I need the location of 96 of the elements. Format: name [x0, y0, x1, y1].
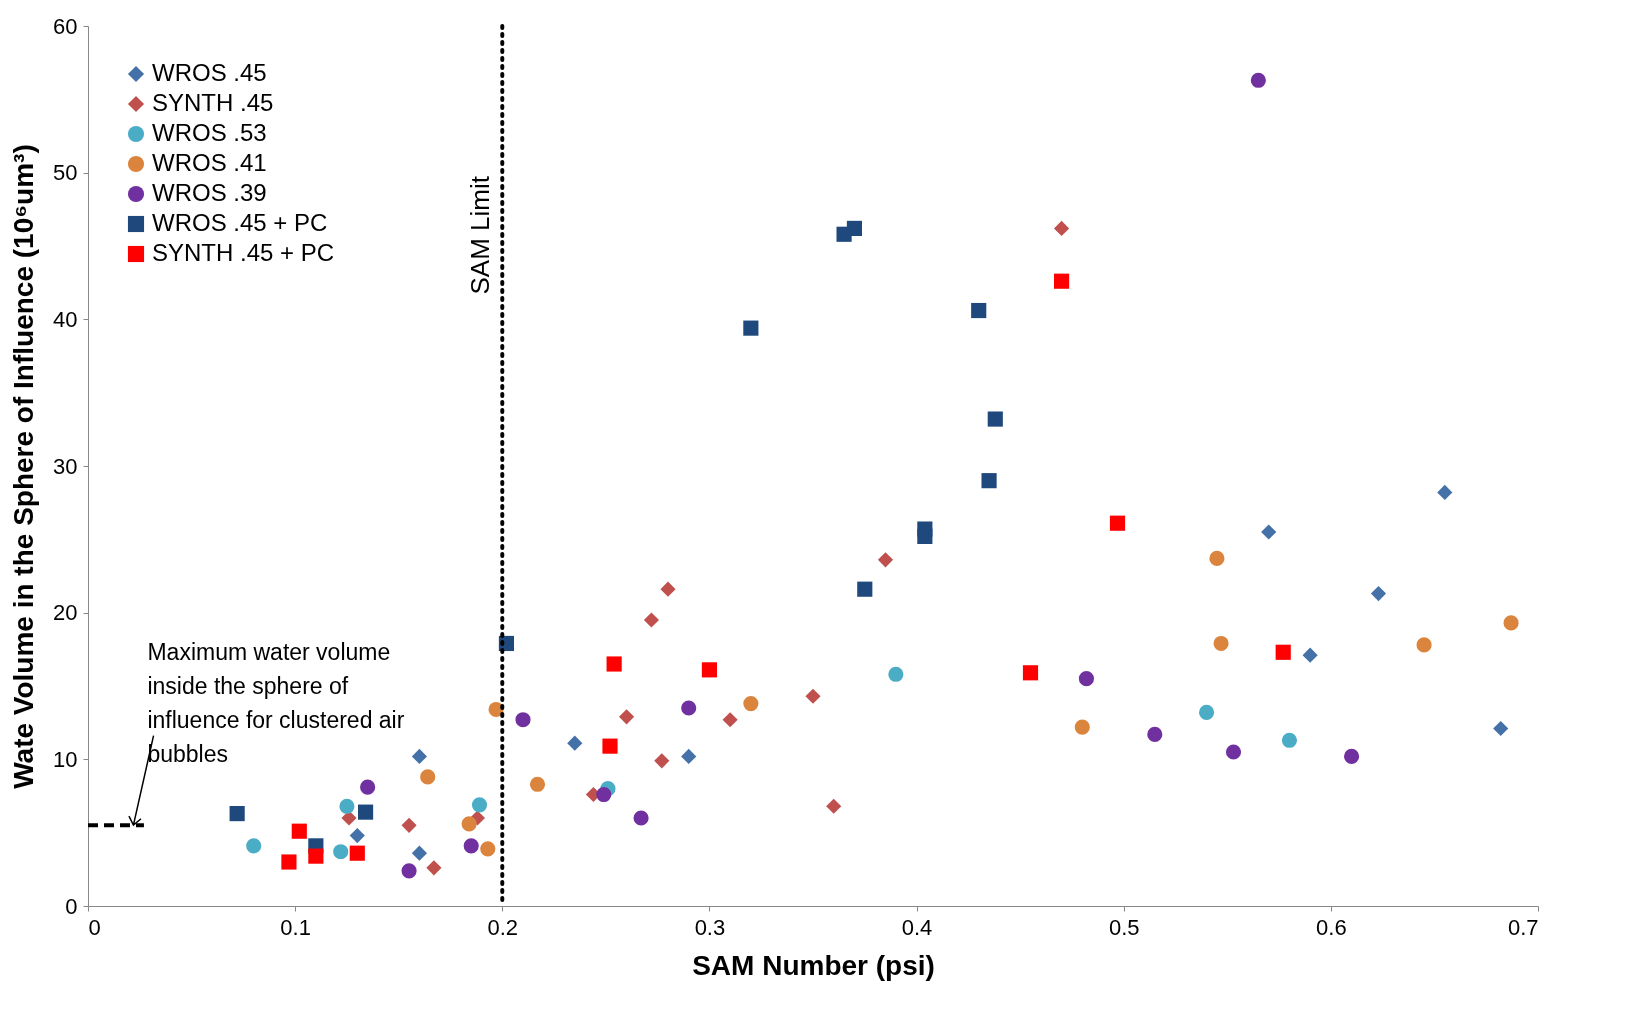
point [411, 845, 428, 861]
y-axis-title: Wate Volume in the Sphere of Influence (10⁶um³) [8, 144, 40, 789]
point [1147, 726, 1163, 742]
point [461, 816, 477, 832]
point [401, 863, 417, 879]
point [1416, 637, 1432, 653]
point [660, 581, 676, 597]
point [606, 656, 622, 672]
x-axis-title: SAM Number (psi) [692, 949, 935, 981]
point [357, 804, 374, 820]
point [1109, 515, 1126, 531]
point [291, 823, 307, 839]
point [1493, 720, 1509, 737]
point [722, 712, 738, 728]
point [333, 844, 349, 860]
point [1302, 647, 1318, 663]
x-tick-label: 0.6 [1316, 914, 1347, 940]
point [971, 302, 987, 319]
point [229, 806, 245, 822]
point [888, 666, 904, 682]
point [281, 854, 297, 870]
point [846, 220, 863, 236]
legend-label: SYNTH .45 + PC [152, 239, 335, 266]
point [1275, 644, 1291, 660]
point [633, 810, 649, 826]
point [1209, 550, 1225, 566]
point [1261, 524, 1277, 540]
point [805, 688, 821, 704]
point [596, 786, 612, 803]
point [1198, 704, 1215, 720]
point [1213, 635, 1229, 652]
point [1078, 671, 1095, 687]
point [339, 798, 355, 814]
point [981, 473, 997, 489]
point [654, 753, 670, 769]
point [602, 738, 618, 754]
point [471, 797, 488, 813]
point [1370, 586, 1387, 602]
point [681, 700, 697, 716]
point [1250, 72, 1266, 88]
point [1343, 748, 1360, 764]
point [349, 845, 365, 861]
y-tick-label: 40 [53, 306, 78, 332]
point [1053, 273, 1070, 289]
y-tick-label: 60 [53, 13, 78, 39]
legend-label: WROS .53 [152, 119, 267, 146]
legend-label: WROS .39 [152, 179, 267, 206]
x-tick-label: 0.2 [487, 914, 519, 940]
point [857, 581, 873, 597]
point [1437, 484, 1453, 500]
point [349, 828, 365, 844]
point [826, 798, 842, 814]
point [743, 696, 759, 712]
x-tick-label: 0 [88, 914, 101, 940]
y-tick-label: 0 [65, 893, 78, 919]
x-tick-label: 0.1 [280, 914, 311, 940]
point [567, 735, 583, 751]
point [420, 769, 436, 785]
point [411, 748, 428, 764]
point [426, 860, 442, 876]
point [1074, 719, 1090, 735]
y-tick-label: 30 [53, 453, 78, 479]
point [1503, 615, 1519, 631]
point [463, 838, 479, 854]
x-tick-label: 0.7 [1507, 914, 1539, 940]
point [360, 779, 376, 795]
point [401, 817, 417, 833]
y-tick-label: 20 [53, 600, 78, 626]
x-tick-label: 0.4 [901, 914, 933, 940]
point [246, 838, 262, 854]
point [701, 662, 718, 678]
point [618, 709, 635, 725]
point [743, 320, 759, 336]
point [1281, 732, 1298, 748]
point [877, 552, 894, 568]
point [1022, 665, 1039, 681]
legend-label: WROS .45 [152, 59, 267, 86]
point [917, 528, 933, 544]
point [643, 612, 660, 628]
y-tick-label: 50 [53, 160, 78, 186]
x-tick-label: 0.5 [1108, 914, 1140, 940]
point [681, 748, 697, 764]
y-tick-label: 10 [53, 746, 78, 772]
point [529, 776, 546, 792]
ref-line-label: SAM Limit [465, 175, 496, 295]
point [1053, 220, 1070, 236]
point [987, 411, 1003, 427]
annotation: Maximum water volume inside the sphere of influence for clustered air bubbles [147, 639, 405, 768]
point [480, 841, 496, 857]
point [308, 848, 324, 864]
point [515, 712, 531, 728]
x-tick-label: 0.3 [694, 914, 726, 940]
legend-label: WROS .41 [152, 149, 267, 176]
point [1225, 744, 1242, 760]
legend-label: WROS .45 + PC [152, 209, 328, 236]
legend-label: SYNTH .45 [152, 89, 274, 116]
